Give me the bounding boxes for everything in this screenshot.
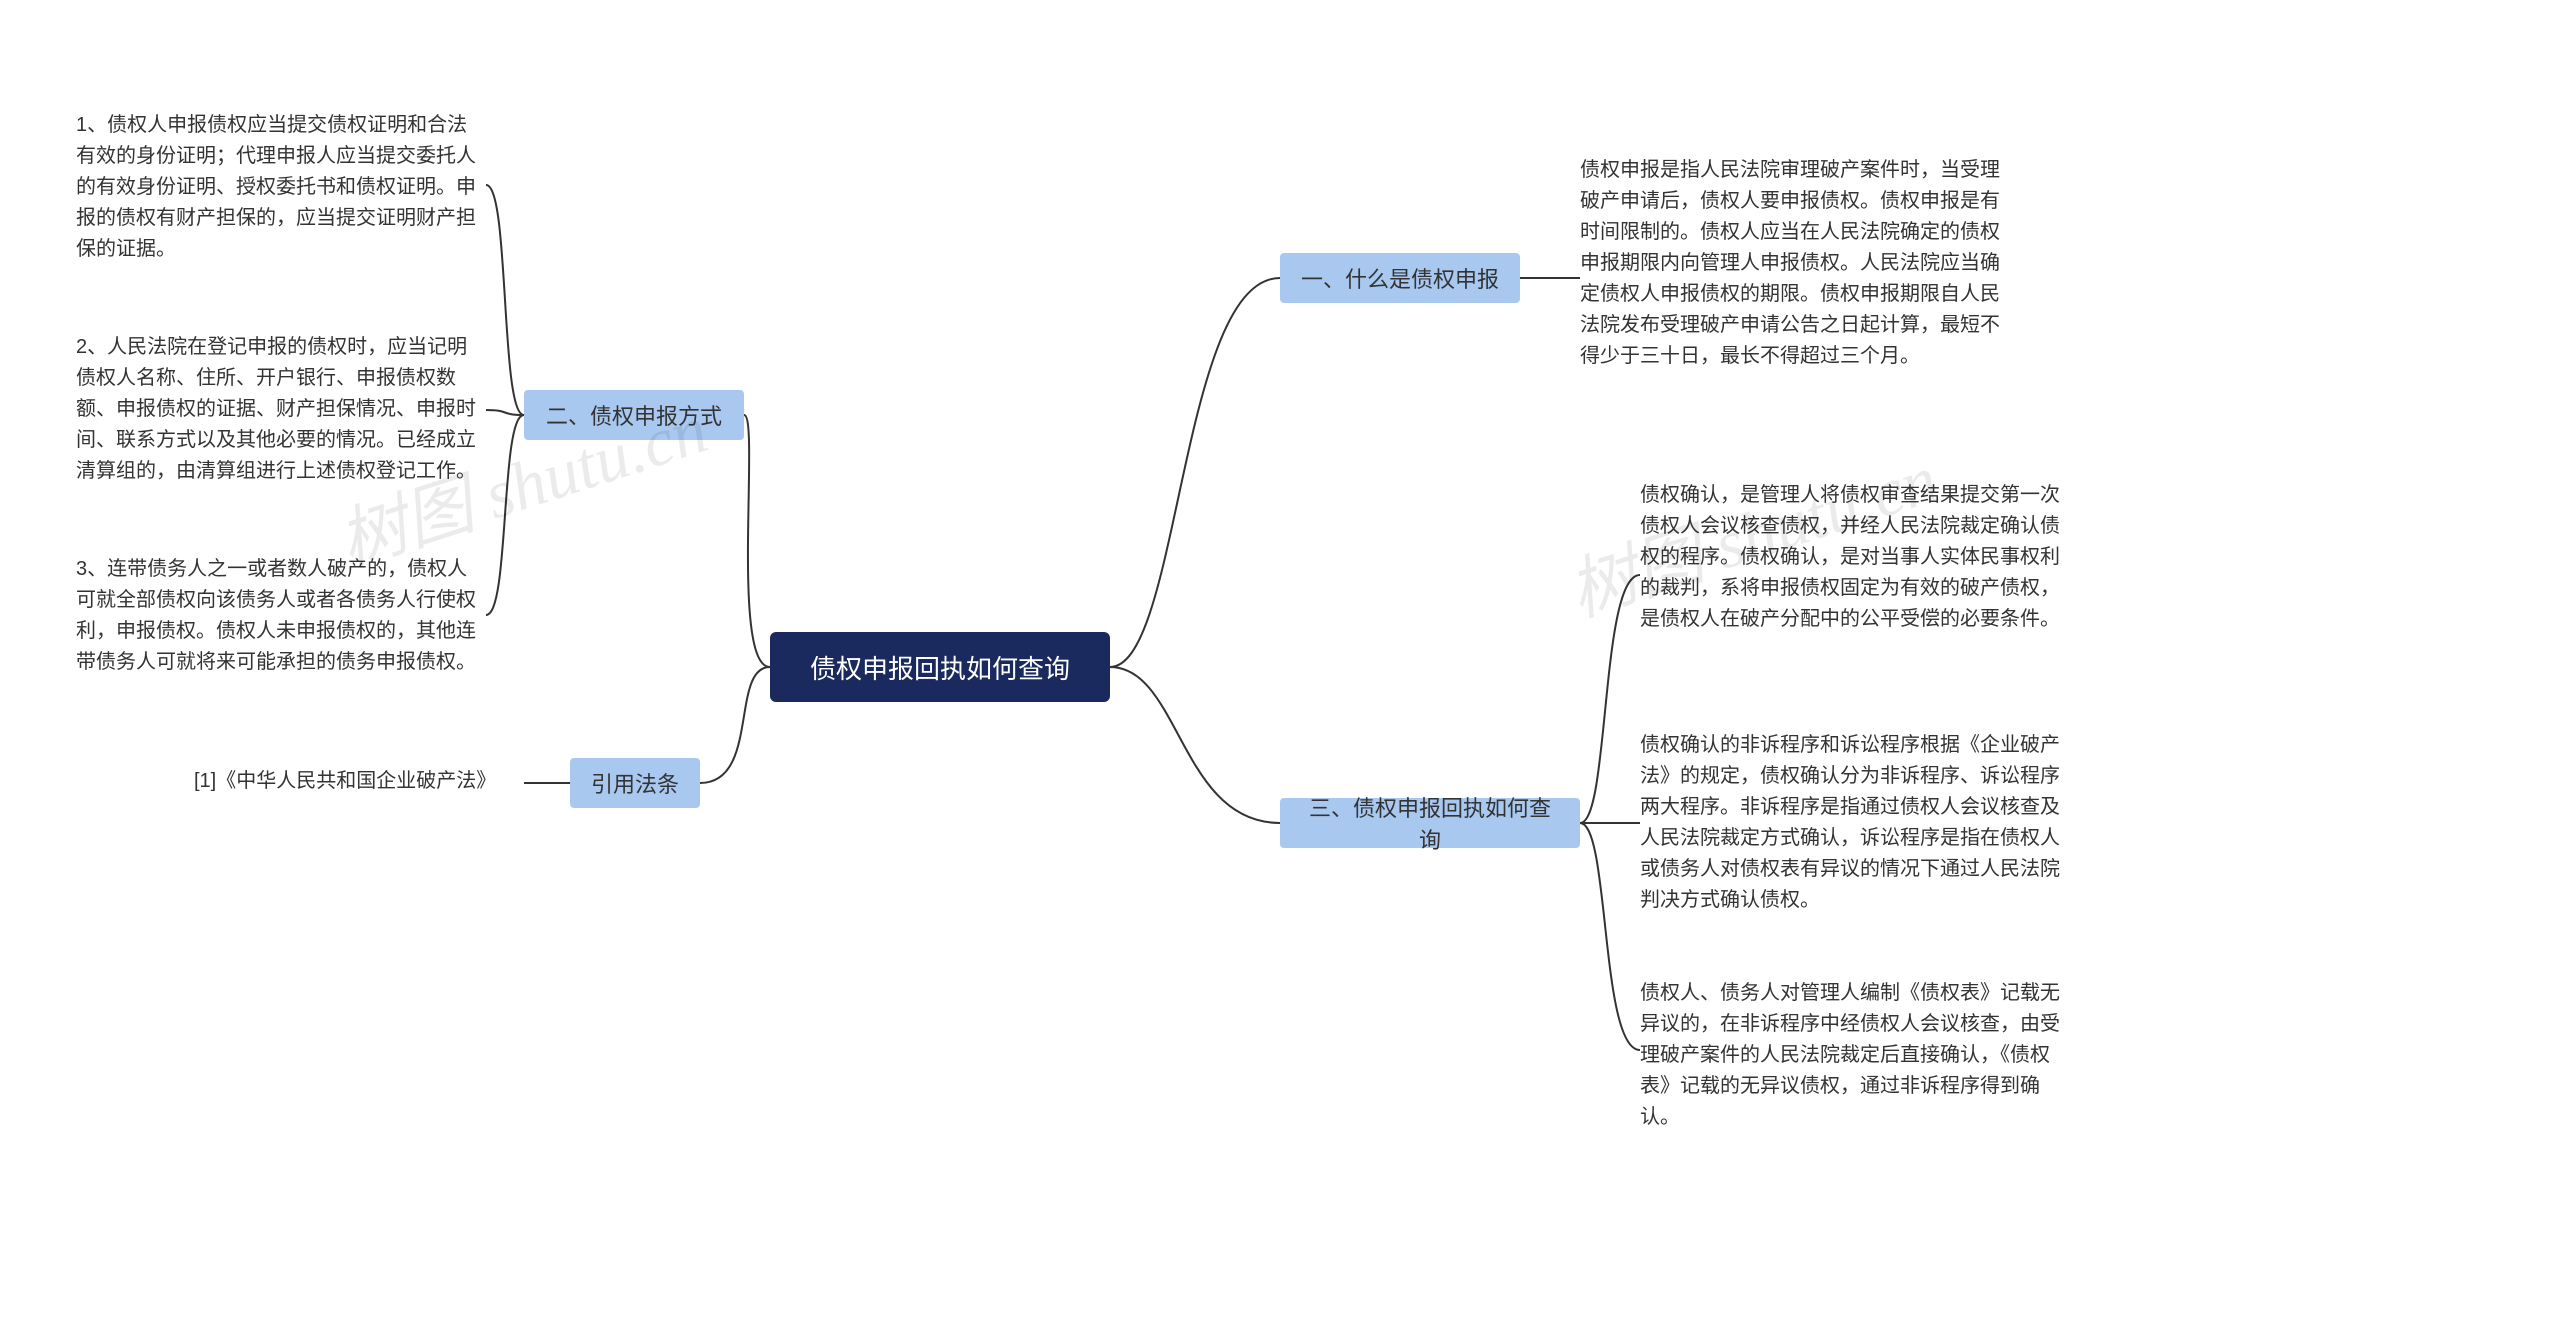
leaf-three-3: 债权人、债务人对管理人编制《债权表》记载无异议的，在非诉程序中经债权人会议核查，… <box>1640 978 2060 1133</box>
branch-one: 一、什么是债权申报 <box>1280 253 1520 303</box>
leaf-two-2: 2、人民法院在登记申报的债权时，应当记明债权人名称、住所、开户银行、申报债权数额… <box>76 332 486 487</box>
branch-one-label: 一、什么是债权申报 <box>1301 262 1499 294</box>
branch-two-label: 二、债权申报方式 <box>546 399 722 431</box>
leaf-three-2: 债权确认的非诉程序和诉讼程序根据《企业破产法》的规定，债权确认分为非诉程序、诉讼… <box>1640 730 2060 916</box>
mindmap-root: 债权申报回执如何查询 <box>770 632 1110 702</box>
leaf-one-1: 债权申报是指人民法院审理破产案件时，当受理破产申请后，债权人要申报债权。债权申报… <box>1580 155 2000 372</box>
root-label: 债权申报回执如何查询 <box>810 649 1070 686</box>
leaf-two-3: 3、连带债务人之一或者数人破产的，债权人可就全部债权向该债务人或者各债务人行使权… <box>76 554 486 678</box>
branch-citation: 引用法条 <box>570 758 700 808</box>
branch-citation-label: 引用法条 <box>591 767 679 799</box>
leaf-three-1: 债权确认，是管理人将债权审查结果提交第一次债权人会议核查债权，并经人民法院裁定确… <box>1640 480 2060 635</box>
leaf-two-1: 1、债权人申报债权应当提交债权证明和合法有效的身份证明；代理申报人应当提交委托人… <box>76 110 486 265</box>
branch-three: 三、债权申报回执如何查询 <box>1280 798 1580 848</box>
branch-two: 二、债权申报方式 <box>524 390 744 440</box>
leaf-citation-1: [1]《中华人民共和国企业破产法》 <box>194 766 524 797</box>
branch-three-label: 三、债权申报回执如何查询 <box>1300 791 1560 855</box>
